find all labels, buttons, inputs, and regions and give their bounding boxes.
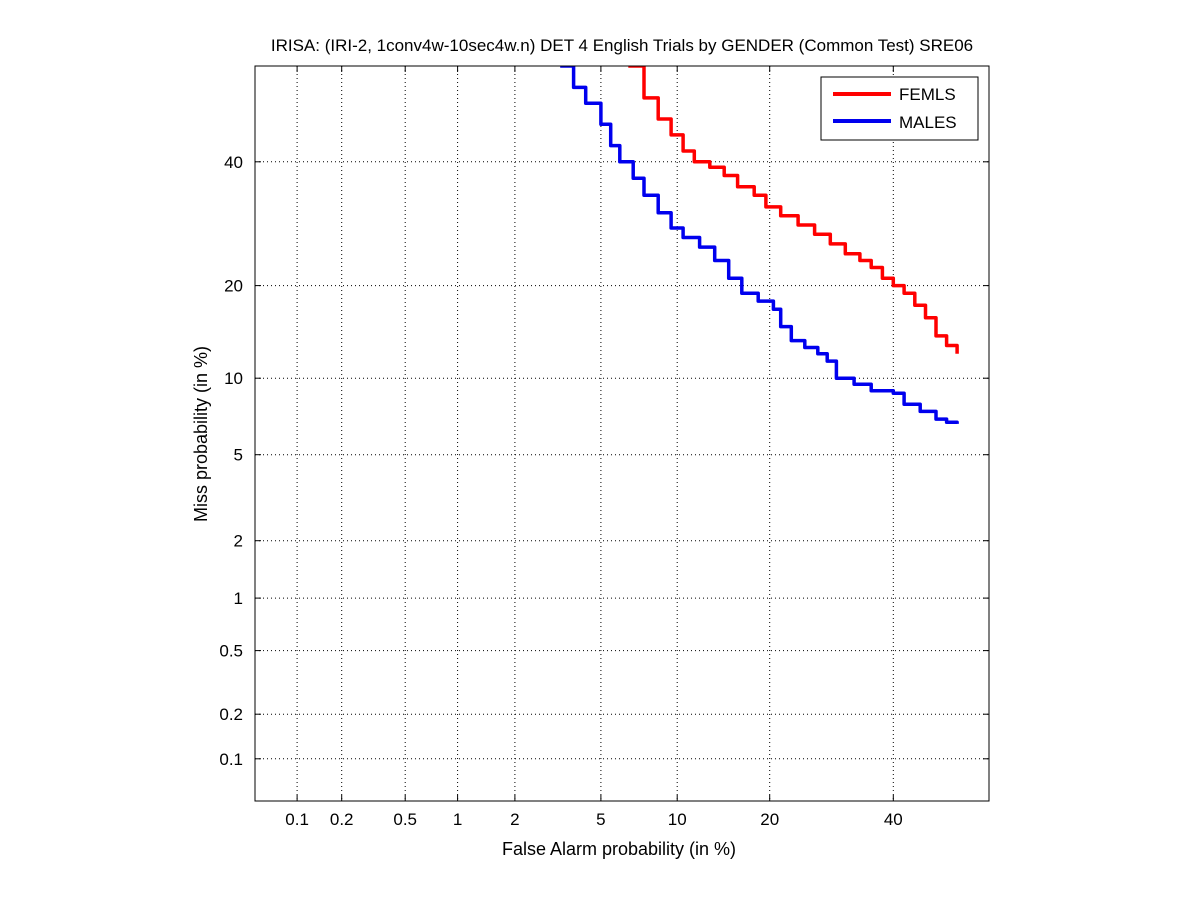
x-tick-label: 0.2 bbox=[330, 810, 354, 829]
y-tick-label: 20 bbox=[224, 277, 243, 296]
grid-lines bbox=[255, 66, 989, 801]
y-axis-label: Miss probability (in %) bbox=[191, 346, 211, 522]
y-tick-label: 10 bbox=[224, 369, 243, 388]
x-tick-label: 40 bbox=[884, 810, 903, 829]
x-tick-label: 0.5 bbox=[393, 810, 417, 829]
y-tick-labels: 0.1 0.2 0.5 1 2 5 10 20 40 bbox=[219, 153, 243, 769]
chart-title: IRISA: (IRI-2, 1conv4w-10sec4w.n) DET 4 … bbox=[271, 36, 973, 55]
legend: FEMLS MALES bbox=[820, 76, 979, 141]
x-axis-label: False Alarm probability (in %) bbox=[502, 839, 736, 859]
series-line-femls bbox=[628, 66, 959, 354]
y-tick-label: 0.2 bbox=[219, 705, 243, 724]
x-tick-label: 2 bbox=[510, 810, 519, 829]
y-tick-label: 1 bbox=[234, 589, 243, 608]
y-tick-label: 40 bbox=[224, 153, 243, 172]
legend-label-femls: FEMLS bbox=[899, 85, 956, 104]
x-tick-label: 1 bbox=[453, 810, 462, 829]
legend-box bbox=[820, 76, 979, 141]
x-tick-label: 5 bbox=[596, 810, 605, 829]
legend-label-males: MALES bbox=[899, 113, 957, 132]
y-tick-label: 2 bbox=[234, 532, 243, 551]
axis-ticks bbox=[255, 66, 989, 801]
y-tick-label: 0.5 bbox=[219, 642, 243, 661]
x-tick-label: 10 bbox=[668, 810, 687, 829]
y-tick-label: 0.1 bbox=[219, 750, 243, 769]
x-tick-labels: 0.1 0.2 0.5 1 2 5 10 20 40 bbox=[285, 810, 902, 829]
x-tick-label: 20 bbox=[760, 810, 779, 829]
x-tick-label: 0.1 bbox=[285, 810, 309, 829]
series-line-males bbox=[560, 66, 959, 424]
y-tick-label: 5 bbox=[234, 446, 243, 465]
plot-frame bbox=[254, 65, 990, 802]
series-lines bbox=[560, 66, 959, 424]
